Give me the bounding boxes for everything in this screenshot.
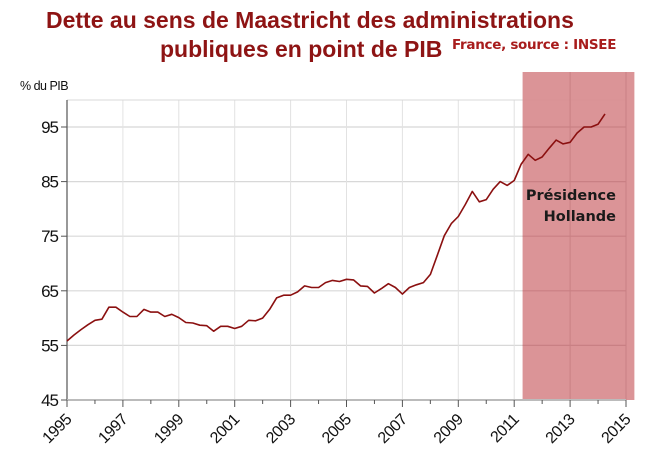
y-tick-label: 95 — [41, 118, 58, 137]
x-tick-label: 1999 — [151, 411, 187, 447]
x-tick-label: 1995 — [40, 411, 76, 447]
y-tick-label: 45 — [41, 391, 58, 410]
y-tick-label: 55 — [41, 336, 58, 355]
chart-title-line1: Dette au sens de Maastricht des administ… — [46, 7, 574, 33]
x-tick-label: 2009 — [431, 411, 467, 447]
y-axis-label: % du PIB — [20, 79, 68, 93]
debt-series-line — [66, 113, 606, 342]
annotation-label-line2: Hollande — [544, 209, 617, 225]
x-tick-label: 2003 — [263, 411, 299, 447]
x-tick-label: 2001 — [207, 411, 243, 447]
x-tick-label: 2013 — [543, 411, 579, 447]
x-tick-label: 2007 — [375, 411, 411, 447]
chart-subtitle: France, source : INSEE — [452, 37, 617, 53]
x-tick-label: 2005 — [319, 411, 355, 447]
chart-title-line2: publiques en point de PIB — [160, 36, 443, 62]
y-tick-label: 65 — [41, 282, 58, 301]
x-tick-label: 2011 — [488, 411, 523, 446]
y-tick-label: 75 — [41, 227, 58, 246]
annotation-label-line1: Présidence — [526, 188, 616, 204]
y-tick-label: 85 — [41, 173, 58, 192]
x-tick-label: 2015 — [599, 411, 635, 447]
x-tick-label: 1997 — [95, 411, 131, 447]
